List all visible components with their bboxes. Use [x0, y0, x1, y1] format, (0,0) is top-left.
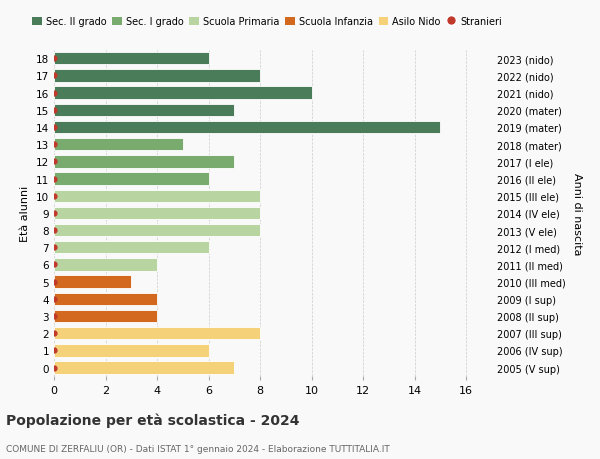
Bar: [54, 173, 209, 185]
Bar: [54, 70, 260, 83]
Bar: [54, 293, 157, 305]
Bar: [54, 139, 183, 151]
Bar: [54, 276, 131, 288]
Y-axis label: Età alunni: Età alunni: [20, 185, 31, 241]
Bar: [54, 53, 209, 65]
Text: COMUNE DI ZERFALIU (OR) - Dati ISTAT 1° gennaio 2024 - Elaborazione TUTTITALIA.I: COMUNE DI ZERFALIU (OR) - Dati ISTAT 1° …: [6, 444, 390, 453]
Bar: [54, 224, 260, 237]
Text: Popolazione per età scolastica - 2024: Popolazione per età scolastica - 2024: [6, 413, 299, 428]
Bar: [54, 362, 235, 374]
Bar: [54, 122, 440, 134]
Bar: [54, 241, 209, 254]
Bar: [54, 190, 260, 202]
Bar: [54, 87, 311, 100]
Bar: [54, 327, 260, 340]
Legend: Sec. II grado, Sec. I grado, Scuola Primaria, Scuola Infanzia, Asilo Nido, Stran: Sec. II grado, Sec. I grado, Scuola Prim…: [28, 13, 506, 31]
Bar: [54, 104, 235, 117]
Bar: [54, 259, 157, 271]
Bar: [54, 344, 209, 357]
Bar: [54, 207, 260, 219]
Bar: [54, 156, 235, 168]
Y-axis label: Anni di nascita: Anni di nascita: [572, 172, 582, 255]
Bar: [54, 310, 157, 323]
